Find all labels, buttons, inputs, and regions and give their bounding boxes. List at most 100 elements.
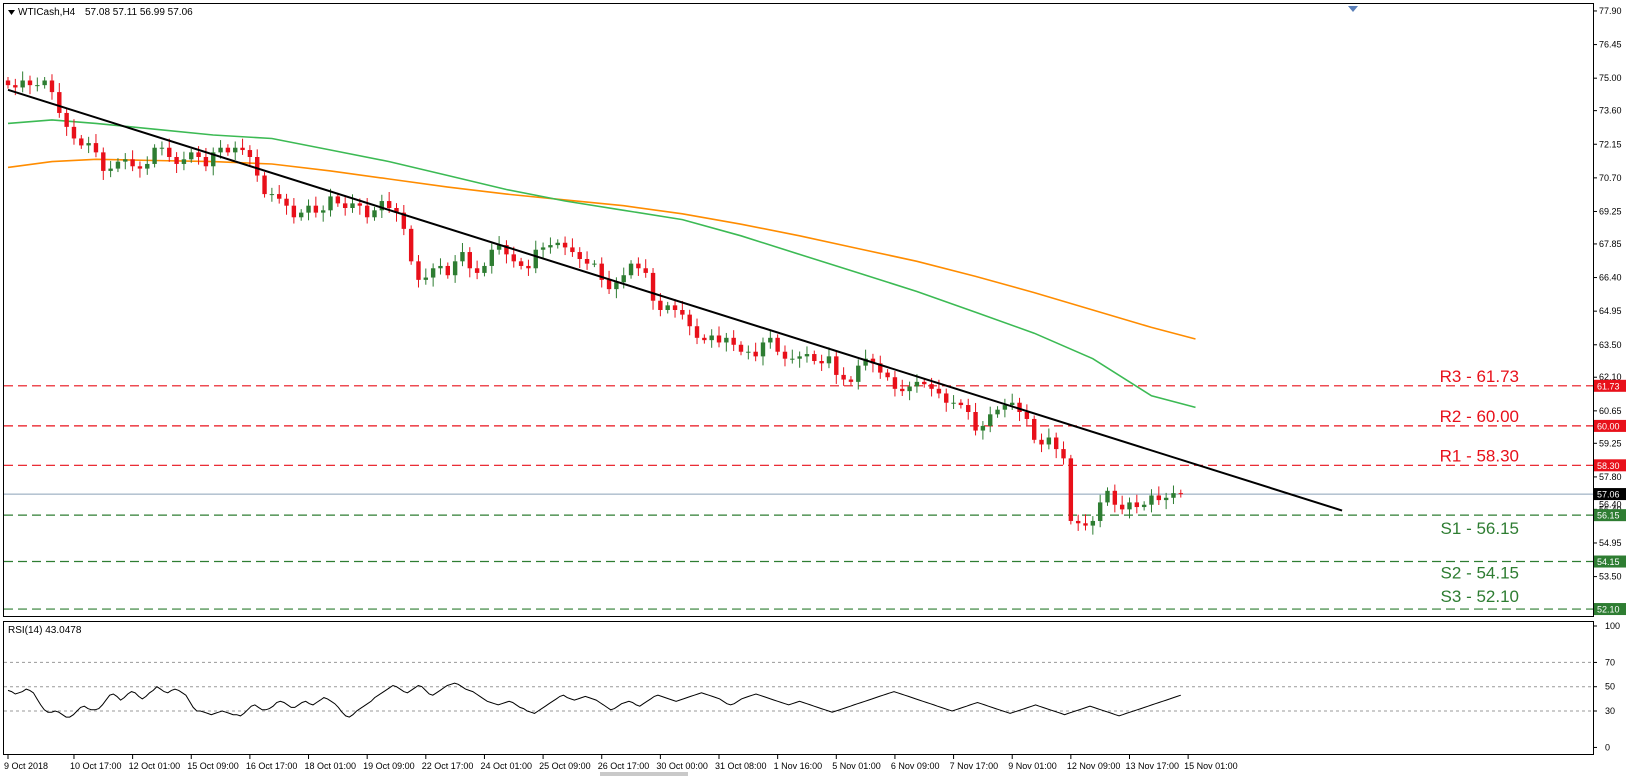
- candle-body: [548, 245, 552, 247]
- time-axis-label: 9 Nov 01:00: [1008, 761, 1057, 771]
- candle-body: [116, 162, 120, 169]
- candle-body: [746, 352, 750, 353]
- candle-body: [819, 361, 823, 363]
- time-axis-label: 26 Oct 17:00: [598, 761, 650, 771]
- time-axis-label: 30 Oct 00:00: [656, 761, 708, 771]
- candle-body: [893, 377, 897, 389]
- candle-body: [1127, 502, 1131, 509]
- price-axis-label: 60.65: [1599, 406, 1622, 416]
- candle-body: [1010, 403, 1014, 405]
- candle: [152, 144, 156, 167]
- candle-body: [365, 206, 369, 218]
- candle-body: [167, 148, 171, 157]
- price-axis-label: 69.25: [1599, 206, 1622, 216]
- candle-body: [35, 85, 39, 86]
- candle-body: [490, 250, 494, 266]
- candle-body: [460, 252, 464, 261]
- candle-body: [248, 150, 252, 157]
- candle-body: [915, 382, 919, 387]
- candle-body: [651, 273, 655, 301]
- price-axis-label: 63.50: [1599, 340, 1622, 350]
- candle-body: [592, 264, 596, 265]
- candle-body: [299, 213, 303, 218]
- candle-body: [805, 354, 809, 356]
- candle-body: [372, 210, 376, 217]
- candle-body: [152, 148, 156, 164]
- rsi-axis-label: 70: [1605, 657, 1615, 667]
- candle-body: [951, 403, 955, 404]
- candle-body: [72, 127, 76, 139]
- candle-body: [937, 389, 941, 394]
- candle-body: [94, 143, 98, 152]
- candle-body: [292, 206, 296, 218]
- candle-body: [1025, 412, 1029, 419]
- price-axis-label: 75.00: [1599, 73, 1622, 83]
- candle-body: [834, 356, 838, 375]
- candle-body: [328, 196, 332, 210]
- rsi-title: RSI(14) 43.0478: [8, 625, 82, 636]
- level-label: R1 - 58.30: [1440, 446, 1519, 465]
- candle-body: [1179, 493, 1183, 494]
- candle-body: [416, 261, 420, 280]
- candle-body: [101, 152, 105, 171]
- price-axis-label: 57.80: [1599, 472, 1622, 482]
- price-axis-label: 76.45: [1599, 40, 1622, 50]
- candle-body: [446, 266, 450, 275]
- candle-body: [6, 81, 10, 86]
- candle-body: [856, 366, 860, 382]
- level-label: R2 - 60.00: [1440, 407, 1519, 426]
- candle-body: [28, 81, 32, 86]
- candle-body: [1142, 505, 1146, 507]
- candle-body: [783, 352, 787, 359]
- candle-body: [1091, 521, 1095, 526]
- candle-body: [907, 387, 911, 392]
- time-axis-label: 31 Oct 08:00: [715, 761, 767, 771]
- candle-body: [570, 247, 574, 252]
- candle-body: [64, 113, 68, 127]
- candle-body: [658, 301, 662, 310]
- level-price-tag: 61.73: [1597, 381, 1620, 391]
- candle-body: [607, 280, 611, 289]
- candle-body: [849, 380, 853, 382]
- level-price-tag: 60.00: [1597, 421, 1620, 431]
- candle-body: [563, 243, 567, 248]
- candle-body: [130, 159, 134, 166]
- candle-body: [438, 266, 442, 268]
- time-axis-label: 18 Oct 01:00: [305, 761, 357, 771]
- candle-body: [1076, 521, 1080, 523]
- candle: [1032, 415, 1036, 443]
- horizontal-scrollbar[interactable]: [600, 772, 688, 776]
- candle-body: [717, 336, 721, 343]
- main-chart-frame: [4, 4, 1594, 617]
- candle-body: [1164, 498, 1168, 500]
- candle-body: [1098, 502, 1102, 521]
- candle-body: [431, 268, 435, 277]
- rsi-axis-label: 30: [1605, 706, 1615, 716]
- candle-body: [1003, 405, 1007, 410]
- candle-body: [761, 342, 765, 356]
- candle-body: [57, 92, 61, 113]
- candle-body: [196, 152, 200, 157]
- time-axis-label: 12 Nov 09:00: [1067, 761, 1121, 771]
- candle-body: [482, 266, 486, 273]
- candle-body: [702, 338, 706, 340]
- candle-body: [1135, 502, 1139, 507]
- price-axis-label: 53.50: [1599, 572, 1622, 582]
- level-price-tag: 52.10: [1597, 605, 1620, 615]
- level-price-tag: 56.15: [1597, 511, 1620, 521]
- level-label: R3 - 61.73: [1440, 367, 1519, 386]
- candle-body: [973, 412, 977, 431]
- level-label: S3 - 52.10: [1441, 587, 1519, 606]
- candle-body: [1171, 493, 1175, 498]
- candle-body: [1069, 458, 1073, 521]
- time-axis-label: 22 Oct 17:00: [422, 761, 474, 771]
- candle-body: [138, 166, 142, 168]
- candle-body: [145, 164, 149, 169]
- time-axis-label: 1 Nov 16:00: [774, 761, 823, 771]
- candle-body: [680, 310, 684, 315]
- time-axis-label: 15 Oct 09:00: [187, 761, 239, 771]
- level-price-tag: 54.15: [1597, 557, 1620, 567]
- time-axis-label: 24 Oct 01:00: [480, 761, 532, 771]
- candle-body: [944, 393, 948, 402]
- candle-body: [233, 148, 237, 153]
